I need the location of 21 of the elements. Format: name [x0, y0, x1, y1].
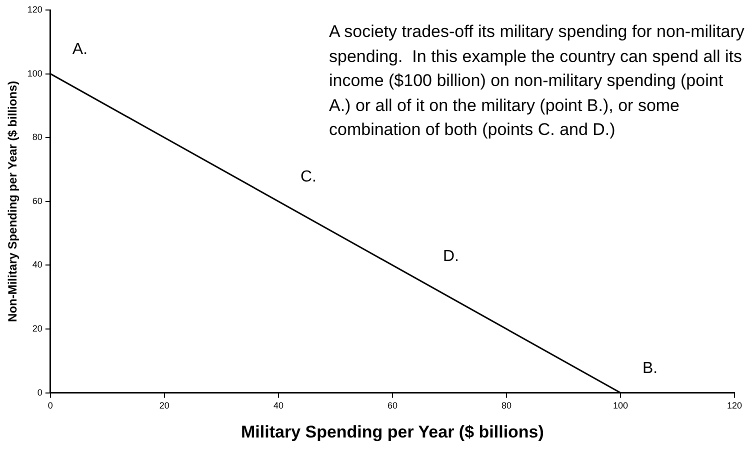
- y-axis-title: Non-Military Spending per Year ($ billions): [6, 80, 20, 322]
- x-tick-label: 120: [726, 400, 742, 411]
- annotation: D.: [442, 248, 459, 266]
- y-tick-label: 120: [27, 4, 42, 14]
- x-axis-title: Military Spending per Year ($ billions): [240, 422, 544, 442]
- annotation: B.: [642, 360, 658, 377]
- x-tick-label: 40: [273, 400, 284, 411]
- y-tick-label: 0: [37, 387, 42, 398]
- y-tick-label: 100: [27, 68, 42, 78]
- x-tick-label: 100: [612, 400, 628, 411]
- y-tick-label: 60: [32, 196, 42, 206]
- x-tick-label: 60: [387, 400, 398, 411]
- annotation: A.: [72, 40, 88, 58]
- y-tick-label: 20: [32, 323, 42, 334]
- y-tick-label: 80: [32, 132, 42, 142]
- x-tick-label: 80: [501, 400, 512, 411]
- annotation: A society trades-off its military spending for non-military spending. In this example the country can spend all its income ($100 billion) on non-military spending (point A.) or all of it on the military (point B.), or some combination of both (points C. and D.): [329, 21, 745, 141]
- annotation: C.: [300, 168, 316, 186]
- x-tick-label: 0: [48, 400, 53, 411]
- y-tick-label: 40: [32, 260, 42, 270]
- x-tick-label: 20: [159, 400, 170, 411]
